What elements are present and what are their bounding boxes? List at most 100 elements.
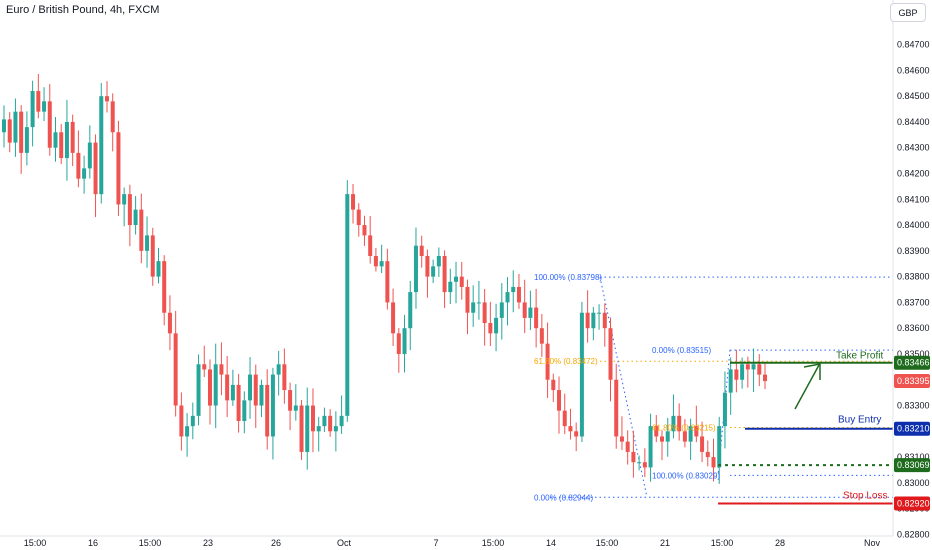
candle-body [391, 302, 396, 334]
candle-8 [47, 84, 52, 156]
candle-body [36, 91, 41, 112]
candle-126 [722, 371, 727, 449]
candle-17 [99, 82, 104, 204]
candle-body [413, 245, 418, 293]
candle-body [133, 209, 138, 226]
candle-body [511, 286, 516, 293]
candle-43 [248, 357, 253, 419]
candle-51 [293, 384, 298, 421]
candle-body [436, 256, 441, 267]
candle-128 [734, 349, 739, 393]
y-tick-label-5: 0.84200 [897, 169, 930, 179]
candle-body [322, 415, 327, 427]
y-tick-label-1: 0.84600 [897, 65, 930, 75]
candle-9 [53, 117, 58, 162]
candle-body [728, 369, 733, 393]
y-tick-label-11: 0.83600 [897, 323, 930, 333]
candle-body [431, 266, 436, 277]
candle-body [167, 312, 172, 334]
candle-body [104, 96, 109, 102]
candle-body [24, 127, 29, 153]
x-tick-label-11: 15:00 [711, 538, 734, 548]
candle-127 [728, 357, 733, 415]
candle-body [362, 225, 367, 236]
candle-62 [356, 203, 361, 237]
candle-body [648, 426, 653, 468]
x-tick-label-5: Oct [337, 538, 352, 548]
candle-body [419, 245, 424, 257]
y-tick-label-17: 0.82800 [897, 529, 930, 539]
candle-body [333, 426, 338, 432]
candle-body [494, 317, 499, 334]
candle-102 [585, 290, 590, 343]
candle-body [156, 261, 161, 277]
candle-body [328, 415, 333, 432]
candle-88 [505, 277, 510, 326]
candle-body [757, 364, 762, 375]
candle-59 [339, 395, 344, 434]
candle-76 [436, 247, 441, 277]
candle-body [150, 235, 155, 277]
candle-67 [385, 248, 390, 310]
candle-body [59, 132, 64, 159]
candle-125 [717, 416, 722, 484]
candle-body [722, 392, 727, 427]
x-tick-label-1: 16 [88, 538, 98, 548]
candle-body [682, 431, 687, 442]
candle-body [551, 379, 556, 391]
candle-101 [579, 301, 584, 443]
candle-body [619, 436, 624, 442]
price-axis[interactable]: 0.84700 0.84600 0.84500 0.84400 0.84300 0.842… [892, 0, 930, 539]
candle-11 [64, 99, 69, 181]
price-labels: 0.83466 0.83395 0.83210 0.83069 0.82920 [894, 355, 930, 511]
candle-23 [133, 195, 138, 235]
candle-body [242, 400, 247, 421]
time-axis[interactable]: 15:00 16 15:00 23 26 Oct 7 15:00 14 15:00 21 15:00 2… [0, 535, 893, 548]
candle-81 [465, 279, 470, 335]
candle-body [265, 384, 270, 437]
candle-body [53, 132, 58, 148]
trade-levels: Take Profit Buy Entry Stop Loss [718, 351, 893, 505]
fib-labels: 100.00% (0.83798) 61.80% (0.83472) 0.00% (… [534, 273, 720, 502]
candle-0 [2, 105, 6, 148]
candle-body [585, 312, 590, 329]
price-label-box [894, 421, 930, 436]
candle-66 [379, 244, 384, 274]
candle-body [711, 457, 716, 468]
candle-body [2, 119, 6, 133]
candle-34 [196, 354, 201, 426]
candle-body [116, 132, 121, 205]
candle-body [454, 276, 459, 282]
y-tick-label-3: 0.84400 [897, 117, 930, 127]
candle-body [625, 441, 630, 452]
candle-124 [711, 438, 716, 482]
candle-body [82, 168, 87, 179]
candle-19 [110, 93, 115, 152]
candle-body [688, 426, 693, 442]
fib-trend-line-1 [599, 277, 648, 498]
candle-30 [173, 310, 178, 417]
candle-body [30, 91, 35, 128]
y-tick-label-12: 0.83500 [897, 349, 930, 359]
candle-body [751, 364, 756, 370]
candle-26 [150, 227, 155, 286]
candle-69 [396, 328, 401, 373]
candle-41 [236, 373, 241, 433]
candle-body [396, 333, 401, 354]
x-tick-label-3: 23 [203, 538, 213, 548]
candle-body [442, 256, 447, 293]
candle-55 [316, 416, 321, 452]
candle-body [660, 436, 665, 442]
candle-body [740, 364, 745, 380]
candle-25 [145, 216, 150, 268]
candle-68 [391, 288, 396, 346]
candle-132 [757, 354, 762, 387]
candle-3 [19, 105, 24, 174]
candle-116 [665, 417, 670, 457]
candle-body [476, 302, 481, 304]
currency-selector-button[interactable]: GBP [890, 3, 926, 22]
x-tick-label-7: 15:00 [482, 538, 505, 548]
price-label-text: 0.83069 [897, 460, 930, 470]
candle-body [499, 302, 504, 318]
